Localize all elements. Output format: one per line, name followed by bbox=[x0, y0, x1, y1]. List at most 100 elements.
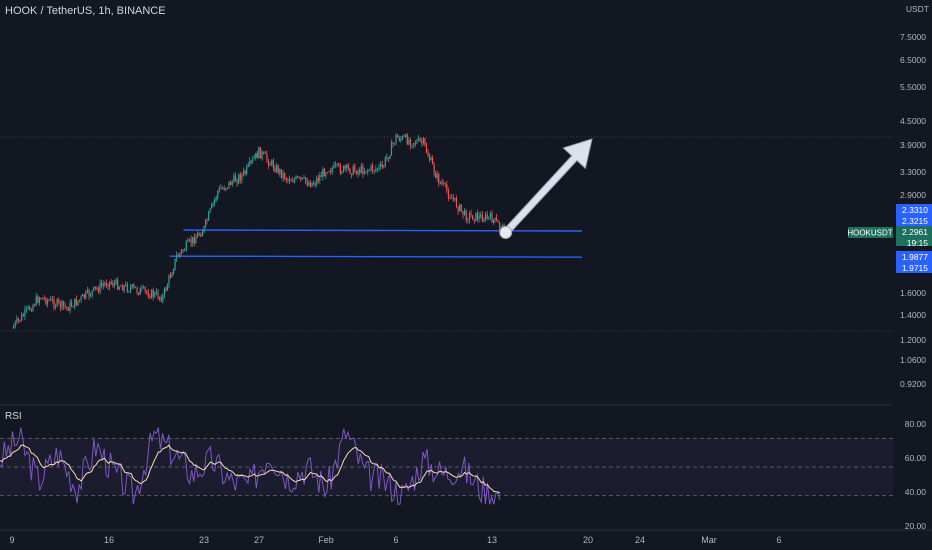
candle-body bbox=[214, 199, 216, 203]
candle-body bbox=[316, 178, 318, 185]
rsi-axis[interactable]: 80.00 60.00 40.00 20.00 bbox=[905, 419, 927, 531]
grid-lines bbox=[0, 136, 893, 406]
candle-body bbox=[231, 181, 233, 185]
candle-body bbox=[323, 169, 325, 177]
candle-body bbox=[155, 291, 158, 293]
candle-body bbox=[185, 241, 187, 251]
candle-body bbox=[269, 164, 271, 166]
candle-body bbox=[431, 157, 434, 165]
candle-body bbox=[403, 136, 405, 137]
candle-body bbox=[192, 236, 194, 244]
candle-body bbox=[349, 168, 351, 174]
rsi-ma-line bbox=[0, 444, 501, 494]
candle-body bbox=[298, 177, 300, 178]
candle-body bbox=[390, 142, 393, 156]
candle-body bbox=[118, 286, 120, 290]
time-tick: 27 bbox=[254, 535, 264, 545]
time-tick: Mar bbox=[701, 535, 717, 545]
candle-body bbox=[384, 157, 386, 166]
candle-body bbox=[69, 302, 71, 311]
candle-body bbox=[258, 147, 260, 158]
candle-body bbox=[313, 182, 315, 185]
candle-body bbox=[433, 164, 435, 173]
candle-body bbox=[105, 282, 108, 286]
candle-body bbox=[51, 298, 53, 300]
candle-body bbox=[470, 213, 472, 216]
candle-body bbox=[282, 173, 284, 178]
candle-body bbox=[21, 314, 23, 321]
candle-body bbox=[40, 298, 42, 300]
candle-body bbox=[45, 298, 47, 305]
candle-body bbox=[196, 233, 199, 238]
rsi-tick: 20.00 bbox=[905, 521, 927, 531]
candle-body bbox=[347, 164, 350, 169]
candle-body bbox=[146, 290, 148, 293]
candle-body bbox=[395, 135, 397, 144]
candle-body bbox=[405, 134, 407, 137]
candle-body bbox=[215, 197, 217, 200]
candle-body bbox=[157, 291, 159, 299]
candle-body bbox=[341, 171, 343, 174]
candle-body bbox=[491, 213, 493, 223]
candle-body bbox=[131, 284, 133, 288]
candle-body bbox=[223, 188, 225, 190]
price-tick: 1.0600 bbox=[900, 355, 926, 365]
level-tag-bg bbox=[896, 251, 932, 273]
candle-body bbox=[112, 283, 114, 286]
support-levels[interactable] bbox=[169, 229, 583, 258]
candle-body bbox=[290, 180, 292, 182]
candle-body bbox=[459, 204, 461, 212]
level-tag: 2.3310 bbox=[902, 205, 928, 215]
candle-body bbox=[256, 152, 258, 158]
candle-body bbox=[88, 289, 90, 297]
candle-body bbox=[134, 286, 137, 289]
candle-body bbox=[115, 279, 117, 284]
price-tick: 4.5000 bbox=[900, 116, 926, 126]
candle-body bbox=[483, 219, 485, 222]
candle-body bbox=[172, 269, 175, 274]
candle-body bbox=[430, 157, 432, 161]
time-axis[interactable]: 9 16 23 27 Feb 6 13 20 24 Mar 6 bbox=[0, 529, 932, 545]
candle-body bbox=[149, 297, 151, 299]
candle-body bbox=[436, 173, 438, 178]
candle-body bbox=[75, 298, 77, 306]
candle-body bbox=[162, 295, 164, 302]
candle-body bbox=[211, 204, 213, 209]
candle-body bbox=[43, 297, 45, 299]
candle-body bbox=[200, 234, 202, 237]
candle-body bbox=[352, 165, 354, 175]
candle-body bbox=[110, 281, 112, 284]
candle-body bbox=[14, 322, 16, 327]
candle-body bbox=[494, 217, 496, 220]
candle-body bbox=[354, 165, 356, 172]
candle-body bbox=[330, 171, 332, 172]
candle-body bbox=[375, 168, 377, 171]
candle-body bbox=[373, 170, 375, 172]
candle-body bbox=[398, 137, 400, 141]
candle-body bbox=[175, 255, 178, 259]
candle-body bbox=[212, 202, 214, 205]
price-tag: 2.2961 bbox=[902, 227, 928, 237]
candle-body bbox=[252, 158, 254, 162]
candle-body bbox=[160, 296, 162, 302]
candle-body bbox=[359, 170, 361, 173]
candle-body bbox=[171, 273, 173, 278]
candle-body bbox=[392, 142, 394, 144]
candle-body bbox=[499, 222, 501, 229]
candle-body bbox=[133, 284, 135, 287]
candle-body bbox=[107, 285, 109, 287]
candle-body bbox=[109, 281, 111, 287]
candle-body bbox=[125, 284, 127, 286]
candle-body bbox=[367, 170, 369, 172]
candle-body bbox=[425, 144, 428, 153]
candle-body bbox=[53, 299, 55, 308]
rsi-title: RSI bbox=[5, 411, 22, 422]
candle-body bbox=[442, 183, 445, 184]
candle-body bbox=[166, 284, 169, 291]
candle-body bbox=[61, 301, 63, 308]
price-axis[interactable]: USDT 7.5000 6.5000 5.5000 4.5000 3.9000 3.3000… bbox=[847, 0, 932, 520]
candle-body bbox=[180, 249, 183, 254]
arrow-annotation[interactable] bbox=[499, 138, 593, 239]
candle-body bbox=[121, 285, 124, 291]
